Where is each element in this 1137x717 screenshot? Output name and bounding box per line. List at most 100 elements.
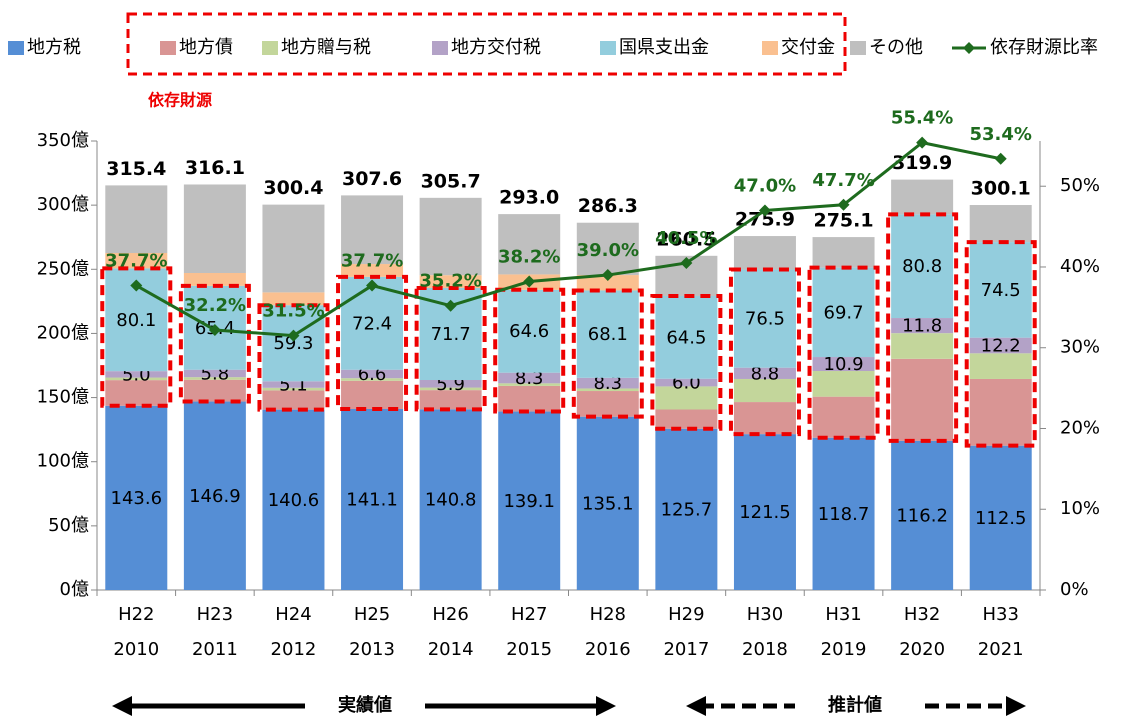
- bar-segment: [341, 408, 404, 590]
- data-label: 72.4: [352, 313, 392, 334]
- data-label: 118.7: [818, 504, 870, 525]
- bar-segment: [262, 409, 325, 590]
- line-label: 32.2%: [184, 295, 246, 316]
- bar-segment: [183, 273, 246, 286]
- y-tick-label: 200億: [37, 322, 89, 343]
- bar-segment: [655, 428, 718, 590]
- data-label: 69.7: [824, 302, 864, 323]
- bar-segment: [891, 333, 954, 359]
- line-label: 53.4%: [969, 124, 1031, 145]
- bar-segment: [655, 378, 718, 387]
- line-marker: [758, 204, 771, 217]
- legend-label: 地方贈与税: [281, 37, 371, 58]
- y-tick-label: 350億: [37, 130, 89, 151]
- data-label: 80.1: [116, 310, 156, 331]
- dependent-box: [728, 267, 801, 437]
- legend-swatch: [850, 41, 866, 55]
- data-label: 12.2: [981, 335, 1021, 356]
- legend-swatch: [8, 41, 24, 55]
- total-label: 315.4: [106, 158, 166, 180]
- bar-segment: [183, 184, 246, 274]
- line: [135, 141, 1002, 338]
- bar-segment: [969, 353, 1032, 379]
- legend-label: 交付金: [781, 37, 835, 58]
- bar-segment: [576, 416, 639, 590]
- bar-segment: [498, 372, 561, 384]
- line-marker: [366, 279, 379, 292]
- bar-segment: [183, 377, 246, 380]
- line-label: 40.5%: [655, 228, 717, 249]
- data-label: 140.6: [268, 490, 320, 511]
- line-label: 38.2%: [498, 247, 560, 268]
- data-label: 135.1: [582, 493, 634, 514]
- x-tick-label: H27: [511, 604, 547, 625]
- total-label: 286.3: [578, 195, 638, 217]
- data-label: 112.5: [975, 508, 1027, 529]
- total-label: 305.7: [421, 170, 481, 192]
- bar-segment: [341, 264, 404, 277]
- bar-segment: [576, 377, 639, 389]
- bar-segment: [655, 409, 718, 429]
- bar-segment: [105, 380, 168, 406]
- legend-highlight: [126, 12, 847, 76]
- line-marker: [523, 275, 536, 288]
- line-marker: [208, 323, 221, 336]
- total-label: 275.1: [813, 210, 873, 232]
- line-label: 47.7%: [812, 170, 874, 191]
- bar-segment: [891, 358, 954, 441]
- data-label: 71.7: [431, 324, 471, 345]
- x-tick-label: H23: [197, 604, 233, 625]
- x-tick-label: H33: [982, 604, 1018, 625]
- total-label: 300.4: [263, 177, 323, 199]
- data-label: 11.8: [902, 316, 942, 337]
- bar-segment: [262, 292, 325, 306]
- bar-segment: [498, 385, 561, 412]
- bar-segment: [262, 204, 325, 293]
- data-label: 121.5: [739, 502, 791, 523]
- bar-segment: [812, 357, 875, 372]
- bar-segment: [891, 214, 954, 319]
- data-label: 64.6: [509, 321, 549, 342]
- dependent-box: [493, 287, 566, 414]
- data-label: 140.8: [425, 490, 477, 511]
- x-tick-label: 2013: [349, 639, 395, 660]
- data-label: 59.3: [273, 333, 313, 354]
- x-tick-label: H32: [904, 604, 940, 625]
- y2-tick-label: 10%: [1060, 498, 1100, 519]
- x-tick-label: 2021: [978, 639, 1024, 660]
- line-label: 55.4%: [891, 108, 953, 129]
- data-label: 141.1: [346, 489, 398, 510]
- total-label: 300.1: [971, 178, 1031, 200]
- legend-label: その他: [869, 37, 923, 58]
- bar-segment: [733, 367, 796, 379]
- bar-segment: [812, 237, 875, 268]
- bar-segment: [341, 195, 404, 265]
- bar-segment: [733, 434, 796, 590]
- bar-segment: [969, 205, 1032, 243]
- bar-segment: [105, 377, 168, 381]
- bar-segment: [498, 214, 561, 275]
- line-marker: [444, 299, 457, 312]
- bar-segment: [576, 290, 639, 378]
- line-label: 31.5%: [262, 301, 324, 322]
- dependent-box: [807, 265, 880, 440]
- bar-segment: [576, 275, 639, 291]
- legend-label: 地方交付税: [451, 37, 541, 58]
- annotation: 推計値: [828, 694, 882, 716]
- data-label: 76.5: [745, 309, 785, 330]
- x-tick-label: H29: [668, 604, 704, 625]
- dependent-box: [336, 274, 409, 411]
- x-tick-label: H30: [747, 604, 783, 625]
- bar-segment: [498, 383, 561, 386]
- bar-segment: [183, 401, 246, 590]
- legend-marker: [963, 42, 975, 54]
- y2-tick-label: 50%: [1060, 175, 1100, 196]
- bar-segment: [262, 387, 325, 391]
- x-tick-label: 2019: [821, 639, 867, 660]
- bar-segment: [812, 371, 875, 397]
- annotation: 依存財源: [148, 91, 212, 110]
- bar-segment: [969, 337, 1032, 354]
- bar-segment: [969, 378, 1032, 446]
- y-tick-label: 0億: [60, 579, 89, 600]
